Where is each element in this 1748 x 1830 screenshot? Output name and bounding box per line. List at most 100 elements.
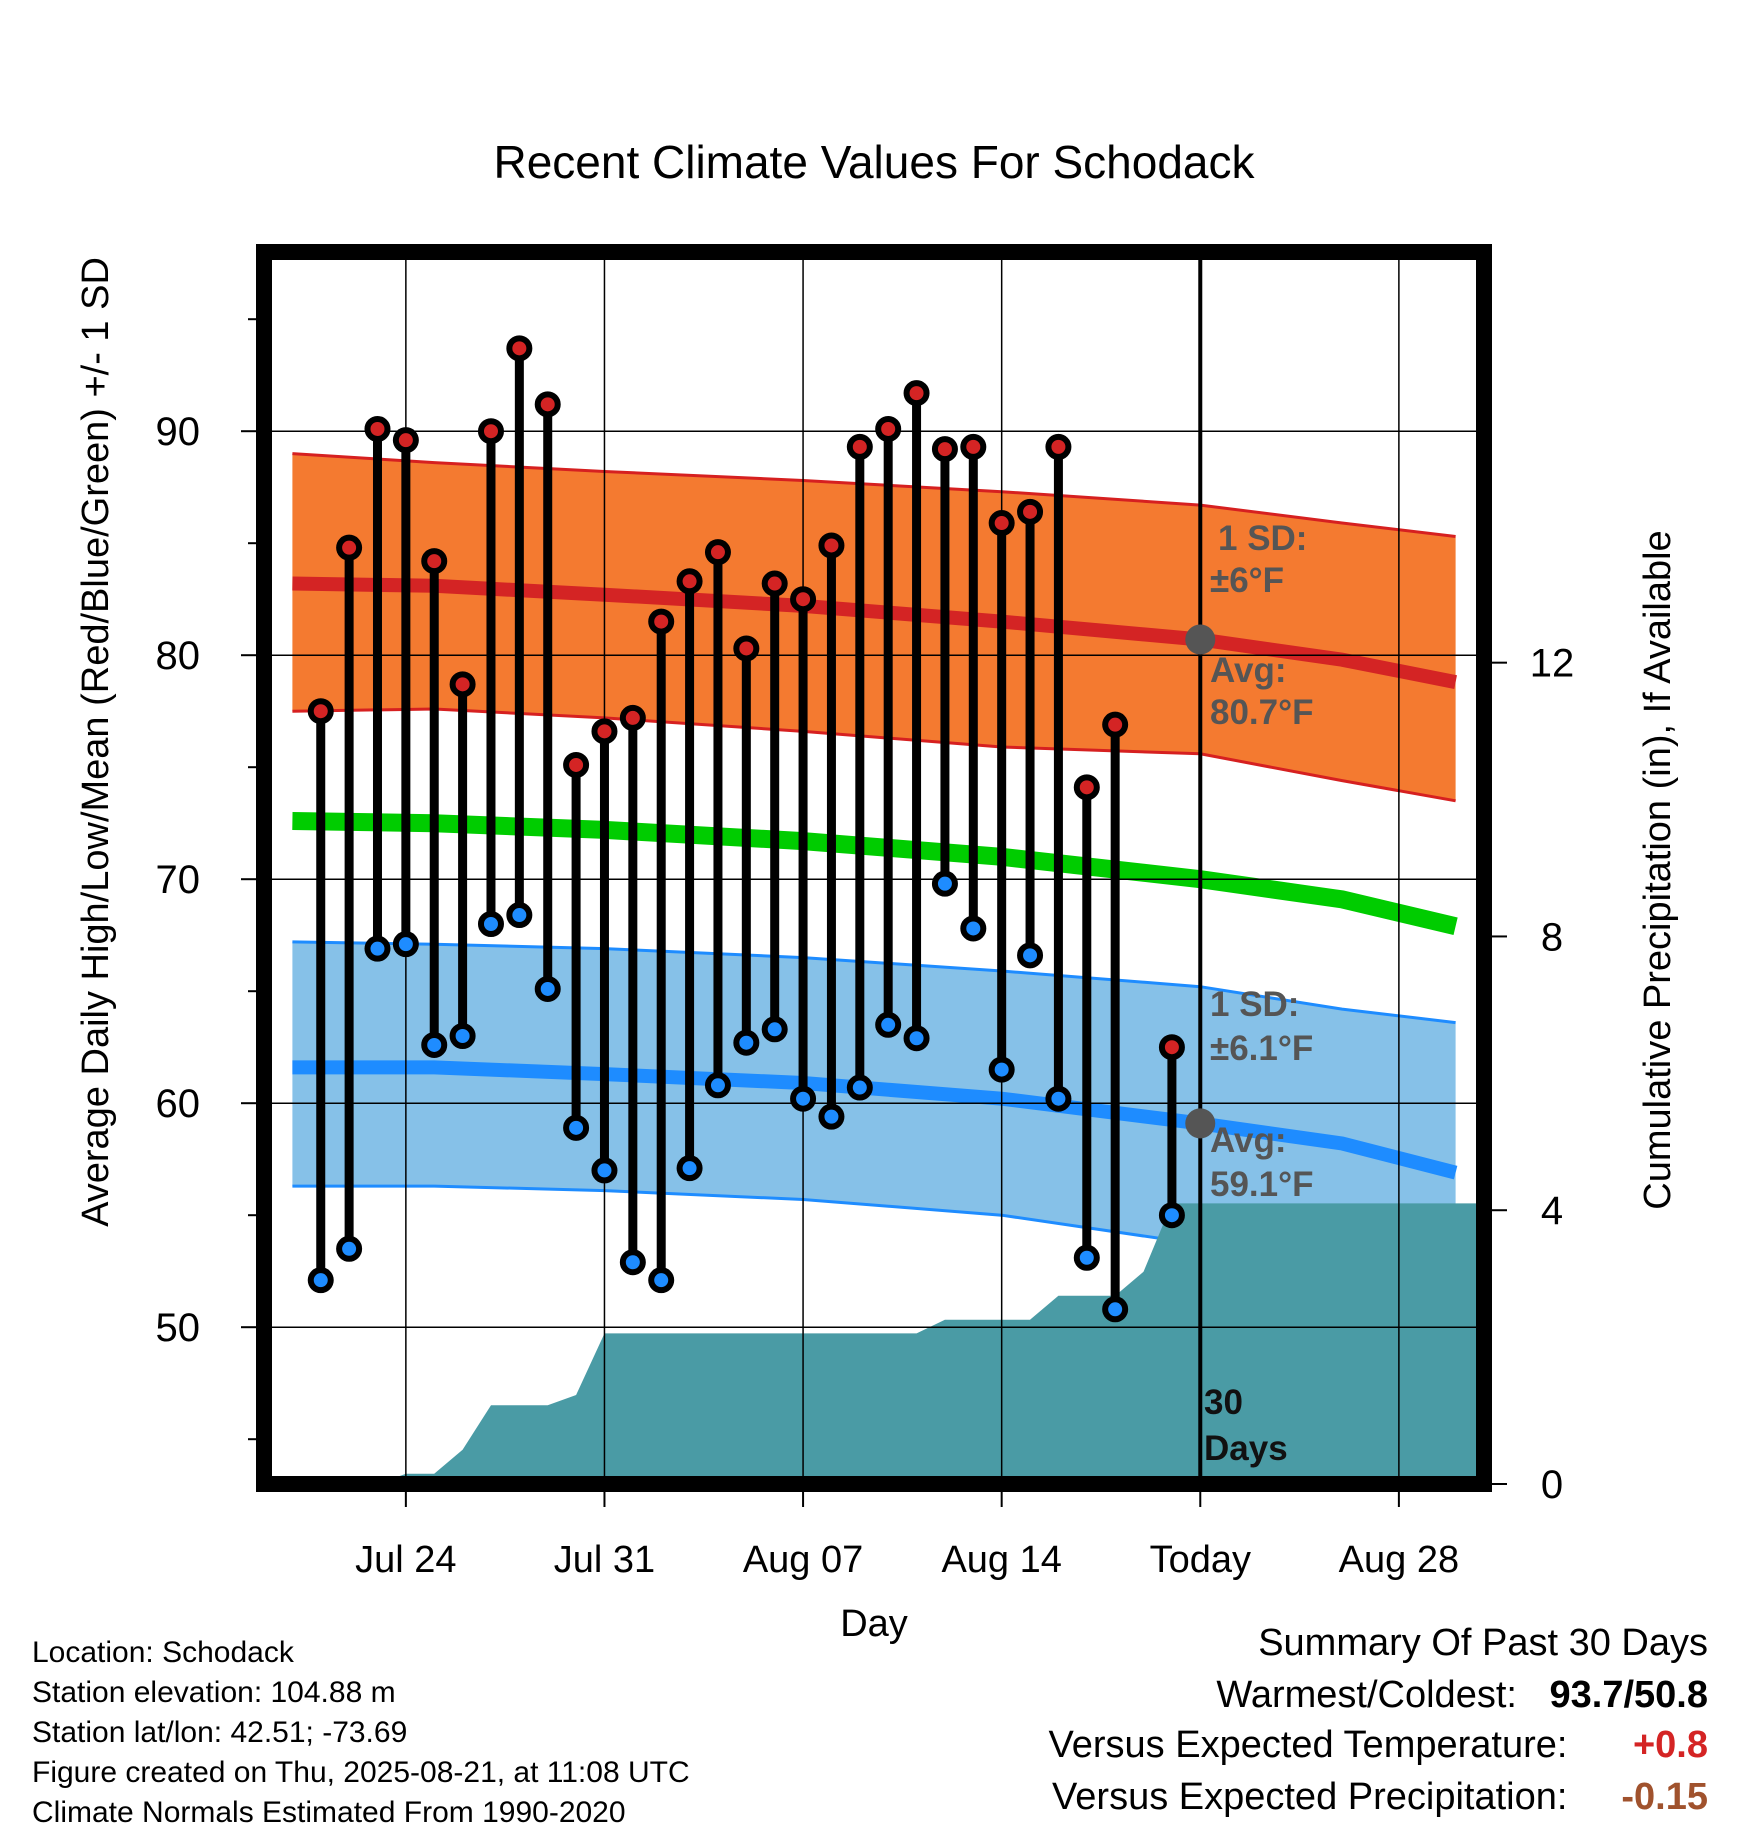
daily-high-point <box>534 391 561 418</box>
daily-low-point <box>761 1016 788 1043</box>
daily-low-point <box>704 1072 731 1099</box>
daily-high-point <box>1045 433 1072 460</box>
days-count-number: 30 <box>1204 1383 1243 1422</box>
y-right-tick-label: 12 <box>1530 642 1575 686</box>
daily-low-point <box>421 1031 448 1058</box>
x-axis-label: Day <box>840 1603 908 1645</box>
daily-low-point <box>1102 1296 1129 1323</box>
summary-precip-value: -0.15 <box>1621 1776 1708 1818</box>
daily-low-point <box>591 1157 618 1184</box>
daily-high-point <box>392 427 419 454</box>
daily-high-point <box>903 380 930 407</box>
x-tick-label: Jul 31 <box>554 1539 655 1581</box>
daily-low-point <box>790 1085 817 1112</box>
daily-low-point <box>1017 942 1044 969</box>
summary-warmest-row: Warmest/Coldest: 93.7/50.8 <box>1216 1674 1708 1717</box>
low-sd-value: ±6.1°F <box>1210 1029 1313 1068</box>
info-elevation: Station elevation: 104.88 m <box>32 1676 396 1709</box>
daily-low-point <box>307 1267 334 1294</box>
high-sd-value: ±6°F <box>1210 561 1284 600</box>
x-tick-label: Today <box>1150 1539 1251 1581</box>
info-created: Figure created on Thu, 2025-08-21, at 11… <box>32 1756 690 1789</box>
daily-low-point <box>364 935 391 962</box>
days-count-word: Days <box>1204 1429 1288 1468</box>
daily-low-point <box>960 915 987 942</box>
summary-precip-row: Versus Expected Precipitation: -0.15 <box>1052 1776 1708 1819</box>
y-axis-label-left: Average Daily High/Low/Mean (Red/Blue/Gr… <box>75 257 117 1227</box>
chart-title: Recent Climate Values For Schodack <box>493 136 1255 188</box>
daily-high-point <box>931 436 958 463</box>
high-sd-band <box>292 453 1456 801</box>
summary-temp-value: +0.8 <box>1632 1724 1708 1766</box>
y-right-tick-label: 4 <box>1541 1189 1563 1233</box>
summary-warmest-label: Warmest/Coldest: <box>1216 1674 1517 1716</box>
daily-high-point <box>733 635 760 662</box>
daily-high-point <box>818 532 845 559</box>
daily-low-point <box>392 931 419 958</box>
y-right-tick-label: 0 <box>1541 1463 1563 1507</box>
daily-low-point <box>1073 1244 1100 1271</box>
summary-temp-label: Versus Expected Temperature: <box>1048 1724 1568 1766</box>
daily-low-point <box>506 902 533 929</box>
daily-low-point <box>846 1074 873 1101</box>
daily-high-point <box>648 608 675 635</box>
daily-high-point <box>1158 1034 1185 1061</box>
daily-high-point <box>676 568 703 595</box>
avg-high-line <box>292 576 1457 689</box>
summary-precip-label: Versus Expected Precipitation: <box>1052 1776 1568 1818</box>
daily-high-point <box>364 415 391 442</box>
daily-high-point <box>307 698 334 725</box>
low-sd-band <box>292 941 1456 1292</box>
high-sd-label: 1 SD: <box>1218 519 1307 558</box>
daily-high-point <box>875 415 902 442</box>
high-sd-upper-edge <box>292 452 1456 538</box>
y-left-tick-label: 70 <box>156 858 201 902</box>
daily-low-point <box>563 1114 590 1141</box>
y-left-tick-label: 60 <box>156 1082 201 1126</box>
daily-high-point <box>591 718 618 745</box>
daily-high-point <box>761 570 788 597</box>
summary-warmest-value: 93.7/50.8 <box>1549 1674 1708 1716</box>
y-left-tick-label: 80 <box>156 634 201 678</box>
low-sd-label: 1 SD: <box>1210 985 1299 1024</box>
info-location: Location: Schodack <box>32 1636 294 1669</box>
daily-high-point <box>1073 774 1100 801</box>
daily-low-point <box>336 1235 363 1262</box>
plot-clip-group <box>264 252 1484 1484</box>
y-left-tick-label: 90 <box>156 410 201 454</box>
high-avg-value: 80.7°F <box>1210 693 1314 732</box>
low-avg-label: Avg: <box>1210 1121 1286 1160</box>
daily-high-point <box>421 548 448 575</box>
summary-temp-row: Versus Expected Temperature: +0.8 <box>1049 1724 1708 1767</box>
summary-title: Summary Of Past 30 Days <box>1258 1622 1708 1664</box>
daily-high-point <box>704 539 731 566</box>
daily-low-point <box>875 1011 902 1038</box>
y-right-tick-label: 8 <box>1541 915 1563 959</box>
daily-low-point <box>733 1029 760 1056</box>
daily-low-point <box>931 870 958 897</box>
x-tick-label: Aug 28 <box>1339 1539 1459 1581</box>
info-normals: Climate Normals Estimated From 1990-2020 <box>32 1796 626 1829</box>
daily-high-point <box>449 671 476 698</box>
daily-low-point <box>449 1023 476 1049</box>
info-latlon: Station lat/lon: 42.51; -73.69 <box>32 1716 408 1749</box>
daily-low-point <box>648 1267 675 1294</box>
daily-high-point <box>846 433 873 460</box>
daily-low-point <box>1045 1085 1072 1112</box>
x-tick-label: Jul 24 <box>355 1539 456 1581</box>
daily-high-point <box>477 418 504 445</box>
daily-high-point <box>619 704 646 731</box>
x-tick-label: Aug 14 <box>941 1539 1061 1581</box>
daily-high-point <box>506 335 533 362</box>
daily-low-point <box>676 1155 703 1182</box>
low-avg-value: 59.1°F <box>1210 1165 1314 1204</box>
y-axis-label-right: Cumulative Precipitation (in), If Availa… <box>1637 530 1679 1209</box>
precip-area <box>264 1203 1484 1484</box>
daily-high-point <box>988 510 1015 537</box>
avg-low-line <box>292 1060 1458 1180</box>
x-tick-label: Aug 07 <box>743 1539 863 1581</box>
daily-high-point <box>1017 498 1044 525</box>
daily-high-point <box>563 751 590 778</box>
